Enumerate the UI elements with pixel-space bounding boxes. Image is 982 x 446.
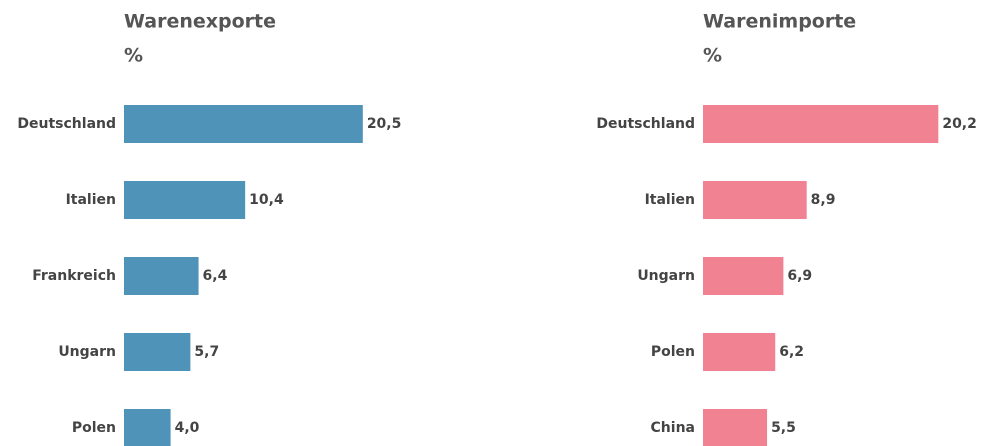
bar	[703, 105, 939, 143]
bar	[703, 333, 776, 371]
category-label: Frankreich	[32, 268, 116, 284]
chart-subtitle: %	[124, 45, 143, 67]
value-label: 6,2	[779, 344, 804, 360]
chart-subtitle: %	[703, 45, 722, 67]
value-label: 20,2	[942, 116, 977, 132]
category-label: Italien	[645, 192, 695, 208]
bar	[124, 333, 191, 371]
value-label: 20,5	[367, 116, 402, 132]
bar	[703, 257, 784, 295]
value-label: 10,4	[249, 192, 284, 208]
category-label: Italien	[66, 192, 116, 208]
chart-title: Warenimporte	[703, 11, 856, 33]
value-label: 5,7	[194, 344, 219, 360]
chart-title: Warenexporte	[124, 11, 276, 33]
category-label: Deutschland	[17, 116, 116, 132]
category-label: Ungarn	[637, 268, 695, 284]
bar	[703, 409, 768, 446]
value-label: 4,0	[175, 420, 200, 436]
bar	[124, 105, 363, 143]
category-label: Polen	[72, 420, 116, 436]
value-label: 5,5	[771, 420, 796, 436]
value-label: 8,9	[811, 192, 836, 208]
category-label: China	[651, 420, 695, 436]
value-label: 6,9	[787, 268, 812, 284]
bar	[124, 181, 246, 219]
category-label: Polen	[651, 344, 695, 360]
value-label: 6,4	[203, 268, 228, 284]
bar	[124, 257, 199, 295]
category-label: Ungarn	[58, 344, 116, 360]
category-label: Deutschland	[596, 116, 695, 132]
bar	[703, 181, 807, 219]
bar	[124, 409, 171, 446]
